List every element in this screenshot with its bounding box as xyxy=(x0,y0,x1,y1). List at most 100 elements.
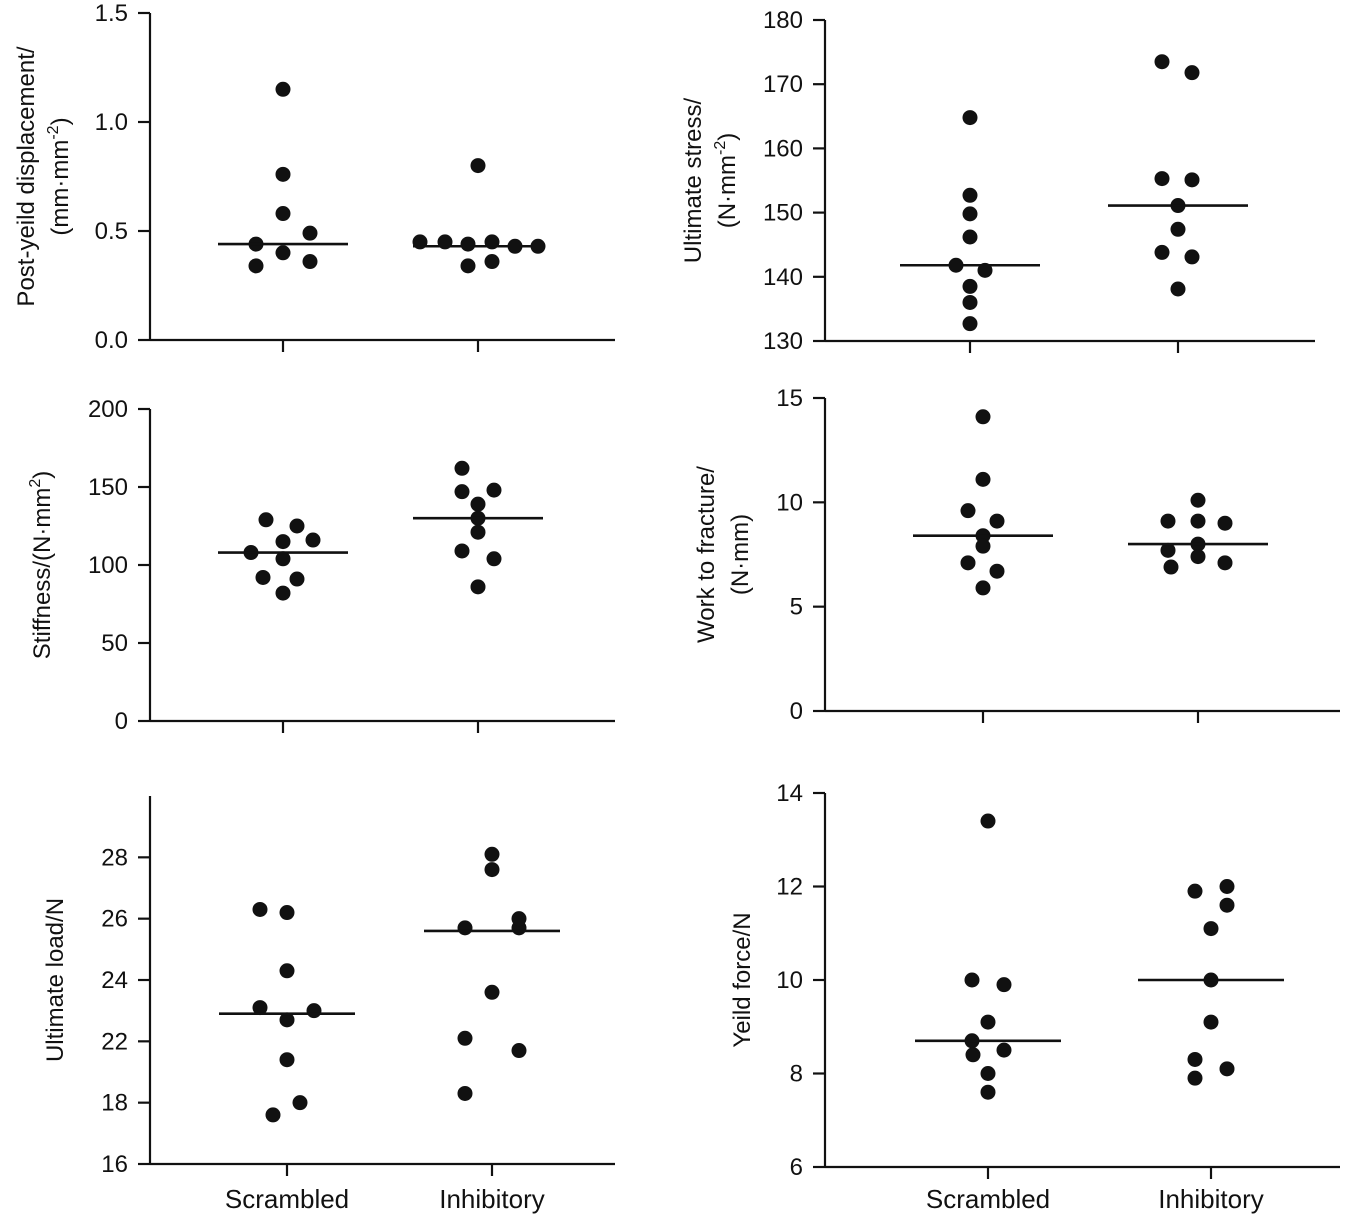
data-point-inhibitory xyxy=(1170,221,1186,237)
data-point-scrambled xyxy=(962,187,978,203)
data-point-scrambled xyxy=(960,503,976,519)
data-point-inhibitory xyxy=(1154,244,1170,260)
data-point-scrambled xyxy=(275,551,291,567)
data-point-inhibitory xyxy=(511,911,527,927)
data-point-scrambled xyxy=(962,278,978,294)
data-point-inhibitory xyxy=(454,460,470,476)
data-point-scrambled xyxy=(302,254,318,270)
y-axis-title-part: ) xyxy=(714,133,741,141)
data-point-scrambled xyxy=(975,580,991,596)
data-point-scrambled xyxy=(977,262,993,278)
data-point-inhibitory xyxy=(1203,1014,1219,1030)
data-point-inhibitory xyxy=(1154,171,1170,187)
y-axis-title-line: Post-yeild displacement/ xyxy=(13,46,40,306)
x-category-label: Scrambled xyxy=(225,1184,349,1214)
y-axis-title-line: Work to fracture/ xyxy=(693,466,720,643)
data-point-scrambled xyxy=(252,1000,268,1016)
y-tick-label: 24 xyxy=(101,967,128,994)
data-point-scrambled xyxy=(279,1052,295,1068)
y-tick-label: 16 xyxy=(101,1151,128,1178)
data-point-scrambled xyxy=(275,534,291,550)
data-point-scrambled xyxy=(996,1042,1012,1058)
y-tick-label: 130 xyxy=(763,328,803,355)
y-tick-label: 0 xyxy=(790,698,803,725)
data-point-scrambled xyxy=(289,571,305,587)
y-tick-label: 160 xyxy=(763,135,803,162)
y-axis-title-line: (mm·mm xyxy=(47,140,74,236)
y-tick-label: 100 xyxy=(88,552,128,579)
data-point-inhibitory xyxy=(486,551,502,567)
y-tick-label: 22 xyxy=(101,1028,128,1055)
y-tick-label: 140 xyxy=(763,264,803,291)
data-point-scrambled xyxy=(960,555,976,571)
data-point-scrambled xyxy=(265,1107,281,1123)
data-point-inhibitory xyxy=(1190,492,1206,508)
data-point-scrambled xyxy=(255,569,271,585)
data-point-scrambled xyxy=(279,963,295,979)
data-point-scrambled xyxy=(989,513,1005,529)
data-point-inhibitory xyxy=(1160,513,1176,529)
data-point-inhibitory xyxy=(457,1030,473,1046)
data-point-scrambled xyxy=(252,901,268,917)
y-tick-label: 1.5 xyxy=(95,0,128,27)
data-point-scrambled xyxy=(302,225,318,241)
data-point-scrambled xyxy=(965,1047,981,1063)
y-tick-label: 6 xyxy=(790,1154,803,1181)
y-tick-label: 1.0 xyxy=(95,109,128,136)
data-point-inhibitory xyxy=(1190,513,1206,529)
data-point-inhibitory xyxy=(484,862,500,878)
data-point-scrambled xyxy=(275,245,291,261)
data-point-scrambled xyxy=(980,1084,996,1100)
y-axis-title: Work to fracture/ (N·mm) xyxy=(693,466,754,643)
data-point-inhibitory xyxy=(470,496,486,512)
data-point-inhibitory xyxy=(1154,54,1170,70)
data-point-inhibitory xyxy=(1163,559,1179,575)
y-axis-title-line: Ultimate stress/ xyxy=(680,97,707,263)
y-axis-title-sup: -2 xyxy=(45,125,62,139)
data-point-scrambled xyxy=(289,518,305,534)
y-axis-title: Post-yeild displacement/ (mm·mm-2) xyxy=(13,46,74,306)
y-tick-label: 0.5 xyxy=(95,218,128,245)
x-category-label: Scrambled xyxy=(926,1184,1050,1214)
y-tick-label: 0 xyxy=(115,708,128,735)
y-axis-title-line: (N·mm xyxy=(714,155,741,228)
y-tick-label: 150 xyxy=(88,474,128,501)
data-point-scrambled xyxy=(962,316,978,332)
panel-yield-force: 6 8 10 12 14 Yeild force/N Scrambled Inhibitory xyxy=(729,780,1340,1214)
data-point-inhibitory xyxy=(457,1085,473,1101)
data-point-scrambled xyxy=(975,409,991,425)
data-point-scrambled xyxy=(962,206,978,222)
data-point-inhibitory xyxy=(1219,1061,1235,1077)
y-tick-label: 50 xyxy=(101,630,128,657)
data-point-inhibitory xyxy=(460,258,476,274)
data-point-scrambled xyxy=(989,563,1005,579)
y-tick-label: 10 xyxy=(776,489,803,516)
panel-work-to-fracture: 0 5 10 15 Work to fracture/ (N·mm) xyxy=(693,385,1340,725)
data-point-inhibitory xyxy=(1219,879,1235,894)
y-tick-label: 150 xyxy=(763,200,803,227)
data-point-scrambled xyxy=(306,1003,322,1019)
data-point-inhibitory xyxy=(454,484,470,500)
data-point-scrambled xyxy=(275,206,291,222)
data-point-inhibitory xyxy=(1187,883,1203,899)
data-point-scrambled xyxy=(275,166,291,182)
y-tick-label: 12 xyxy=(776,874,803,901)
y-axis-title: Stiffness/(N·mm2) xyxy=(27,471,56,659)
panel-stiffness: 0 50 100 150 200 Stiffness/(N·mm2) xyxy=(27,396,615,735)
data-point-inhibitory xyxy=(1217,515,1233,531)
y-axis-title-sup: 2 xyxy=(27,479,44,488)
y-tick-label: 0.0 xyxy=(95,327,128,354)
y-axis-title-part: ) xyxy=(29,471,56,479)
y-axis-title-part: ) xyxy=(47,117,74,125)
data-point-scrambled xyxy=(980,1066,996,1081)
y-tick-label: 28 xyxy=(101,844,128,871)
y-tick-label: 18 xyxy=(101,1090,128,1117)
data-point-inhibitory xyxy=(1184,249,1200,265)
data-point-inhibitory xyxy=(470,579,486,595)
data-point-scrambled xyxy=(248,258,264,274)
data-point-scrambled xyxy=(975,471,991,487)
data-point-scrambled xyxy=(964,972,980,988)
y-tick-label: 10 xyxy=(776,967,803,994)
data-point-inhibitory xyxy=(454,543,470,559)
y-tick-label: 180 xyxy=(763,7,803,34)
